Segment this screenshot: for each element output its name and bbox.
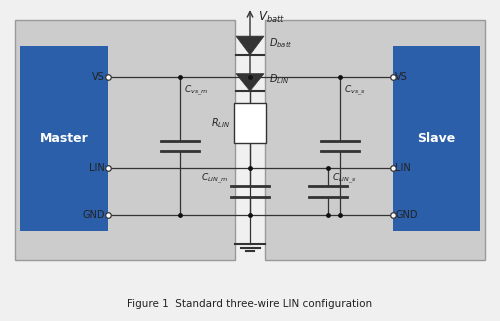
Polygon shape [236, 74, 264, 91]
Text: $C_{vs\_s}$: $C_{vs\_s}$ [344, 84, 366, 98]
Text: $C_{LIN\_m}$: $C_{LIN\_m}$ [201, 172, 228, 187]
Text: VS: VS [395, 72, 408, 82]
Bar [20, 46, 108, 231]
Text: Master: Master [40, 132, 88, 145]
Bar [265, 20, 485, 260]
Bar [392, 46, 480, 231]
Text: Slave: Slave [417, 132, 455, 145]
Text: $D_{LIN}$: $D_{LIN}$ [269, 73, 289, 86]
Text: LIN: LIN [89, 162, 105, 173]
Bar [234, 103, 266, 143]
Text: GND: GND [82, 210, 105, 220]
Text: $C_{vs\_m}$: $C_{vs\_m}$ [184, 84, 208, 98]
Text: LIN: LIN [395, 162, 411, 173]
Bar [15, 20, 235, 260]
Text: GND: GND [395, 210, 417, 220]
Polygon shape [236, 36, 264, 55]
Text: VS: VS [92, 72, 105, 82]
Text: $R_{LIN}$: $R_{LIN}$ [210, 116, 230, 130]
Text: $D_{batt}$: $D_{batt}$ [269, 36, 292, 49]
Text: Figure 1  Standard three-wire LIN configuration: Figure 1 Standard three-wire LIN configu… [128, 299, 372, 309]
Text: $C_{LIN\_s}$: $C_{LIN\_s}$ [332, 172, 356, 187]
Text: $V_{batt}$: $V_{batt}$ [258, 10, 284, 25]
